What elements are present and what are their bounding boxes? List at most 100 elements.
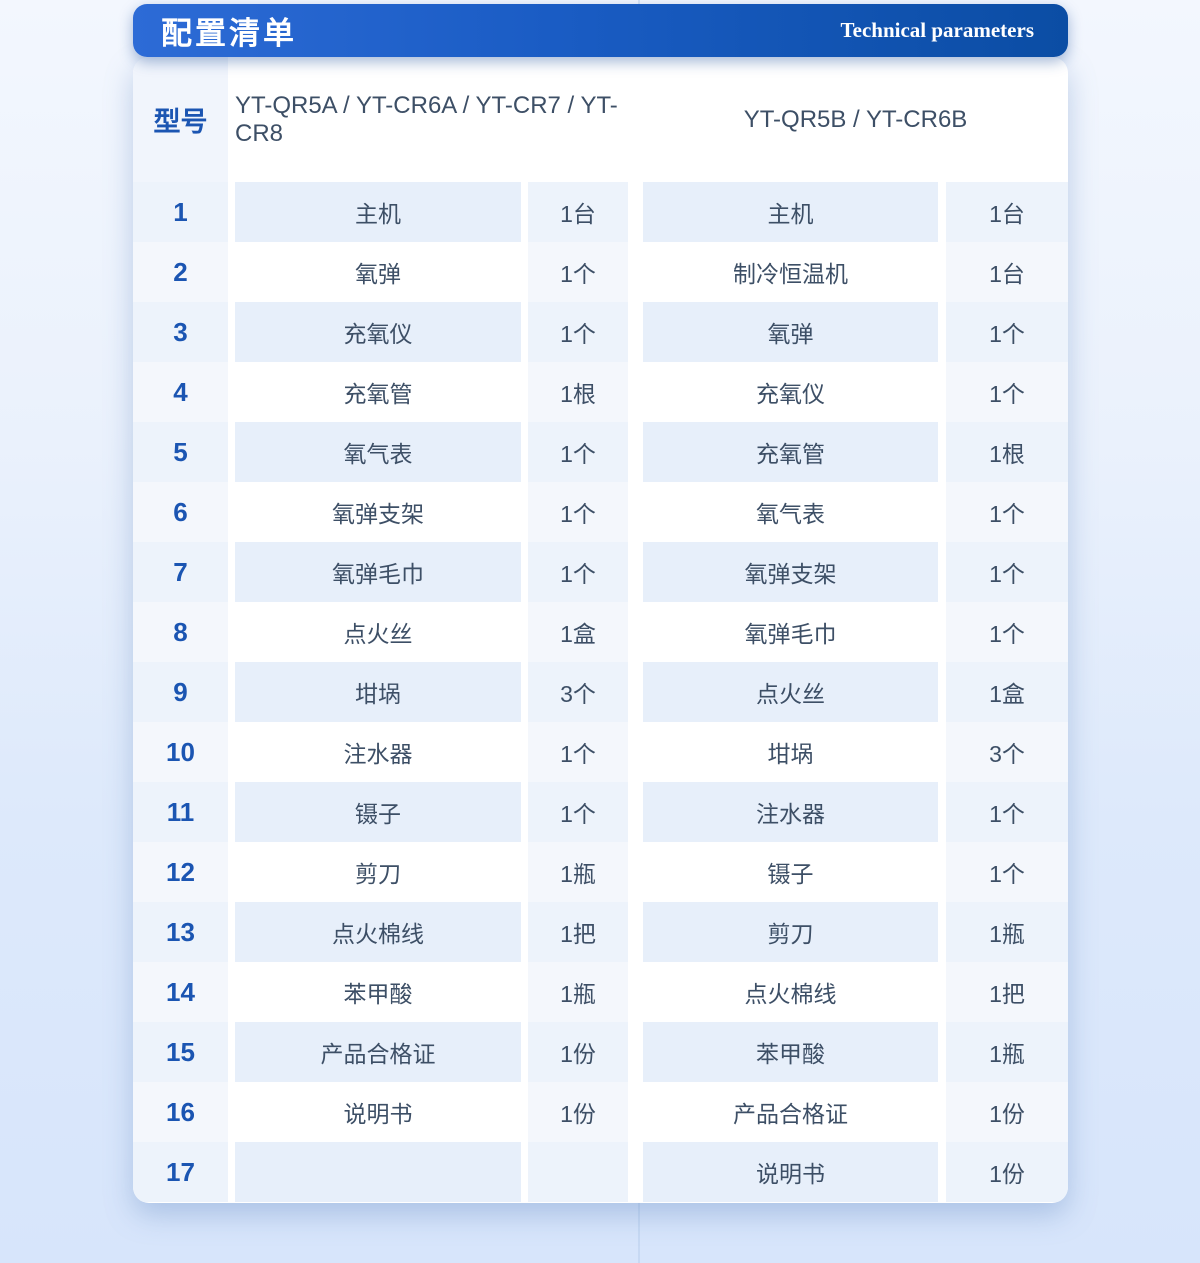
table-row: 4 充氧管 1根 充氧仪 1个 bbox=[133, 362, 1068, 422]
item-qty-a: 1台 bbox=[528, 182, 628, 242]
item-name-b: 制冷恒温机 bbox=[643, 242, 938, 302]
item-name-a: 氧弹 bbox=[235, 242, 521, 302]
item-name-b: 氧弹 bbox=[643, 302, 938, 362]
item-qty-a: 3个 bbox=[528, 662, 628, 722]
item-name-b: 坩埚 bbox=[643, 722, 938, 782]
row-number: 14 bbox=[133, 962, 228, 1022]
item-qty-a: 1个 bbox=[528, 782, 628, 842]
item-qty-a: 1个 bbox=[528, 722, 628, 782]
row-number: 7 bbox=[133, 542, 228, 602]
model-label: 型号 bbox=[133, 57, 228, 182]
item-name-a: 主机 bbox=[235, 182, 521, 242]
item-name-b: 点火棉线 bbox=[643, 962, 938, 1022]
item-name-b: 氧弹支架 bbox=[643, 542, 938, 602]
item-qty-b: 1个 bbox=[946, 302, 1068, 362]
table-row: 3 充氧仪 1个 氧弹 1个 bbox=[133, 302, 1068, 362]
row-number: 4 bbox=[133, 362, 228, 422]
item-name-a: 氧气表 bbox=[235, 422, 521, 482]
table-row: 9 坩埚 3个 点火丝 1盒 bbox=[133, 662, 1068, 722]
row-number: 3 bbox=[133, 302, 228, 362]
item-qty-a: 1个 bbox=[528, 422, 628, 482]
item-name-a: 苯甲酸 bbox=[235, 962, 521, 1022]
item-name-a: 氧弹毛巾 bbox=[235, 542, 521, 602]
item-qty-a: 1把 bbox=[528, 902, 628, 962]
item-name-b: 点火丝 bbox=[643, 662, 938, 722]
item-name-a: 剪刀 bbox=[235, 842, 521, 902]
item-name-a bbox=[235, 1142, 521, 1202]
item-name-b: 说明书 bbox=[643, 1142, 938, 1202]
item-qty-b: 1个 bbox=[946, 782, 1068, 842]
item-qty-a: 1份 bbox=[528, 1022, 628, 1082]
item-qty-b: 1个 bbox=[946, 482, 1068, 542]
section-title: 配置清单 bbox=[161, 16, 297, 51]
item-qty-b: 1个 bbox=[946, 542, 1068, 602]
item-name-b: 镊子 bbox=[643, 842, 938, 902]
item-name-b: 充氧仪 bbox=[643, 362, 938, 422]
item-qty-b: 3个 bbox=[946, 722, 1068, 782]
row-number: 6 bbox=[133, 482, 228, 542]
item-qty-a bbox=[528, 1142, 628, 1202]
item-qty-b: 1台 bbox=[946, 242, 1068, 302]
item-name-a: 点火棉线 bbox=[235, 902, 521, 962]
item-qty-b: 1瓶 bbox=[946, 1022, 1068, 1082]
item-name-a: 产品合格证 bbox=[235, 1022, 521, 1082]
row-number: 15 bbox=[133, 1022, 228, 1082]
row-number: 17 bbox=[133, 1142, 228, 1202]
item-name-a: 镊子 bbox=[235, 782, 521, 842]
table-row: 7 氧弹毛巾 1个 氧弹支架 1个 bbox=[133, 542, 1068, 602]
row-number: 1 bbox=[133, 182, 228, 242]
row-number: 9 bbox=[133, 662, 228, 722]
item-name-b: 剪刀 bbox=[643, 902, 938, 962]
section-header-bar: 配置清单 Technical parameters bbox=[133, 4, 1068, 57]
item-name-b: 氧气表 bbox=[643, 482, 938, 542]
item-name-b: 氧弹毛巾 bbox=[643, 602, 938, 662]
item-qty-a: 1个 bbox=[528, 482, 628, 542]
item-name-a: 点火丝 bbox=[235, 602, 521, 662]
item-qty-b: 1个 bbox=[946, 362, 1068, 422]
item-name-a: 说明书 bbox=[235, 1082, 521, 1142]
row-number: 12 bbox=[133, 842, 228, 902]
table-row: 1 主机 1台 主机 1台 bbox=[133, 182, 1068, 242]
item-qty-b: 1份 bbox=[946, 1082, 1068, 1142]
table-rows: 1 主机 1台 主机 1台 2 氧弹 1个 制冷恒温机 1台 3 充氧仪 1个 氧弹 1个 4 充氧管 1根 充氧仪… bbox=[133, 182, 1068, 1202]
item-name-b: 充氧管 bbox=[643, 422, 938, 482]
row-number: 2 bbox=[133, 242, 228, 302]
row-number: 11 bbox=[133, 782, 228, 842]
row-number: 8 bbox=[133, 602, 228, 662]
item-qty-a: 1瓶 bbox=[528, 842, 628, 902]
row-number: 16 bbox=[133, 1082, 228, 1142]
item-qty-a: 1个 bbox=[528, 542, 628, 602]
item-qty-b: 1瓶 bbox=[946, 902, 1068, 962]
item-name-b: 苯甲酸 bbox=[643, 1022, 938, 1082]
table-row: 16 说明书 1份 产品合格证 1份 bbox=[133, 1082, 1068, 1142]
table-row: 15 产品合格证 1份 苯甲酸 1瓶 bbox=[133, 1022, 1068, 1082]
item-qty-b: 1个 bbox=[946, 842, 1068, 902]
item-qty-a: 1个 bbox=[528, 242, 628, 302]
model-header-row: 型号 YT-QR5A / YT-CR6A / YT-CR7 / YT-CR8 Y… bbox=[133, 57, 1068, 182]
table-row: 5 氧气表 1个 充氧管 1根 bbox=[133, 422, 1068, 482]
item-name-a: 充氧管 bbox=[235, 362, 521, 422]
table-row: 6 氧弹支架 1个 氧气表 1个 bbox=[133, 482, 1068, 542]
section-subtitle: Technical parameters bbox=[840, 18, 1034, 42]
item-name-b: 产品合格证 bbox=[643, 1082, 938, 1142]
row-number: 5 bbox=[133, 422, 228, 482]
table-row: 2 氧弹 1个 制冷恒温机 1台 bbox=[133, 242, 1068, 302]
row-number: 10 bbox=[133, 722, 228, 782]
item-name-b: 主机 bbox=[643, 182, 938, 242]
item-qty-b: 1个 bbox=[946, 602, 1068, 662]
table-row: 12 剪刀 1瓶 镊子 1个 bbox=[133, 842, 1068, 902]
item-qty-b: 1台 bbox=[946, 182, 1068, 242]
item-name-b: 注水器 bbox=[643, 782, 938, 842]
item-qty-b: 1把 bbox=[946, 962, 1068, 1022]
item-qty-a: 1瓶 bbox=[528, 962, 628, 1022]
item-qty-b: 1根 bbox=[946, 422, 1068, 482]
item-name-a: 充氧仪 bbox=[235, 302, 521, 362]
table-row: 8 点火丝 1盒 氧弹毛巾 1个 bbox=[133, 602, 1068, 662]
table-row: 13 点火棉线 1把 剪刀 1瓶 bbox=[133, 902, 1068, 962]
table-row: 10 注水器 1个 坩埚 3个 bbox=[133, 722, 1068, 782]
item-qty-b: 1盒 bbox=[946, 662, 1068, 722]
model-names-a: YT-QR5A / YT-CR6A / YT-CR7 / YT-CR8 bbox=[235, 91, 618, 147]
item-name-a: 氧弹支架 bbox=[235, 482, 521, 542]
item-name-a: 注水器 bbox=[235, 722, 521, 782]
table-row: 17 说明书 1份 bbox=[133, 1142, 1068, 1202]
